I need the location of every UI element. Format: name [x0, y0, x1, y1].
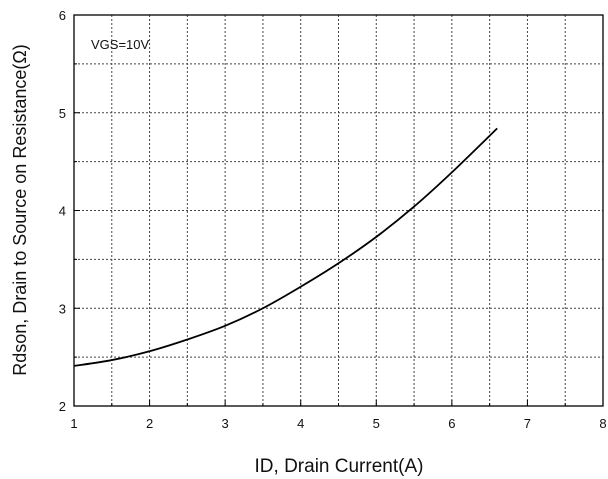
- x-tick-label: 6: [448, 416, 455, 431]
- series-point: [262, 307, 264, 309]
- x-tick-label: 7: [524, 416, 531, 431]
- series-point: [300, 286, 302, 288]
- x-tick-label: 1: [70, 416, 77, 431]
- y-tick-label: 3: [59, 301, 66, 316]
- series-point: [187, 339, 189, 341]
- series-layer: [73, 127, 498, 367]
- y-tick-label: 4: [59, 204, 66, 219]
- series-point: [338, 262, 340, 264]
- y-tick-label: 2: [59, 399, 66, 414]
- series-point: [496, 128, 498, 130]
- y-tick-label: 6: [59, 8, 66, 23]
- y-tick-label: 5: [59, 106, 66, 121]
- series-point: [413, 206, 415, 208]
- x-tick-label: 3: [222, 416, 229, 431]
- grid-layer: [74, 15, 603, 406]
- series-point: [451, 172, 453, 174]
- annotation-label: VGS=10V: [91, 37, 150, 52]
- x-tick-label: 4: [297, 416, 304, 431]
- x-axis-title: ID, Drain Current(A): [255, 456, 424, 477]
- y-axis-title: Rdson, Drain to Source on Resistance(Ω): [10, 44, 30, 376]
- series-point: [149, 350, 151, 352]
- series-point: [111, 359, 113, 361]
- series-point: [375, 236, 377, 238]
- x-tick-label: 2: [146, 416, 153, 431]
- x-tick-label: 8: [599, 416, 606, 431]
- series-point: [224, 325, 226, 327]
- x-tick-label: 5: [373, 416, 380, 431]
- series-line-0: [73, 127, 498, 367]
